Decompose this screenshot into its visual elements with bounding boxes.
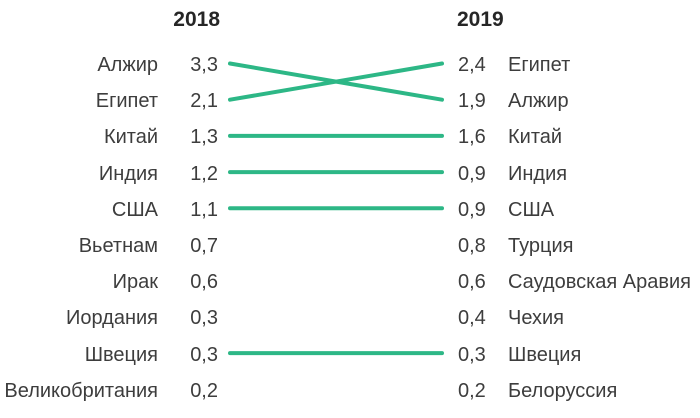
right-value-label: 1,6 [458, 126, 486, 149]
left-value-label: 3,3 [190, 54, 218, 76]
left-country-label: Ирак [112, 271, 158, 294]
right-value-label: 0,2 [458, 379, 486, 402]
left-country-label: Индия [98, 162, 158, 185]
right-country-label: Белоруссия [508, 379, 618, 402]
left-country-label: США [111, 198, 158, 221]
left-country-label: Иордания [65, 307, 158, 330]
right-country-label: США [508, 198, 555, 221]
right-country-label: Алжир [508, 90, 569, 113]
right-value-label: 0,9 [458, 162, 486, 185]
left-value-label: 1,3 [190, 126, 218, 149]
slope-line-Алжир [228, 61, 444, 102]
left-value-label: 0,2 [190, 379, 218, 402]
right-value-label: 1,9 [458, 90, 486, 113]
right-country-label: Швеция [508, 343, 582, 366]
right-country-label: Турция [508, 235, 574, 257]
left-value-label: 1,1 [190, 198, 218, 221]
left-country-label: Вьетнам [78, 235, 158, 257]
right-country-label: Индия [508, 162, 568, 185]
right-value-label: 2,4 [458, 54, 486, 76]
right-value-label: 0,3 [458, 343, 486, 366]
left-value-label: 0,3 [190, 343, 218, 366]
right-country-label: Египет [508, 54, 571, 76]
left-country-label: Швеция [84, 343, 158, 366]
column-header-2019: 2019 [457, 8, 504, 31]
right-country-label: Китай [508, 126, 563, 149]
right-value-label: 0,9 [458, 198, 486, 221]
right-value-label: 0,8 [458, 235, 486, 257]
column-header-2018: 2018 [173, 8, 220, 31]
slope-line-Египет [228, 61, 444, 102]
left-country-label: Китай [103, 126, 158, 149]
right-value-label: 0,4 [458, 307, 486, 330]
left-value-label: 0,7 [190, 235, 218, 257]
left-value-label: 1,2 [190, 162, 218, 185]
left-country-label: Алжир [97, 54, 158, 76]
left-country-label: Великобритания [4, 379, 158, 402]
right-country-label: Саудовская Аравия [508, 271, 692, 294]
right-value-label: 0,6 [458, 271, 486, 294]
left-value-label: 0,3 [190, 307, 218, 330]
left-country-label: Египет [95, 90, 158, 113]
left-value-label: 2,1 [190, 90, 218, 113]
right-country-label: Чехия [508, 307, 565, 330]
left-value-label: 0,6 [190, 271, 218, 294]
